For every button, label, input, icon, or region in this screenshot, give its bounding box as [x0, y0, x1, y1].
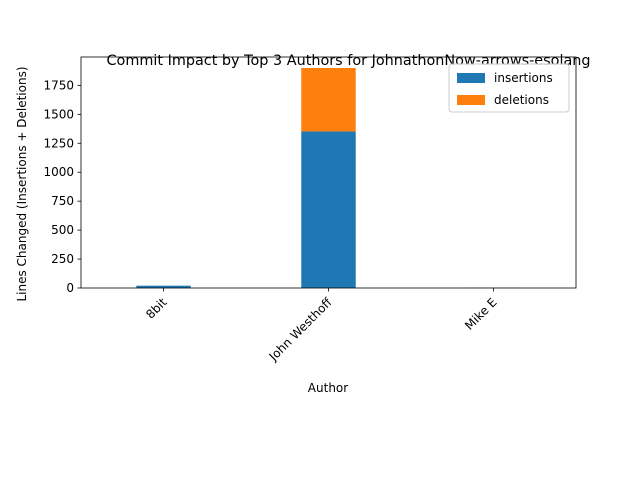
- bar-insertions-1: [301, 131, 355, 288]
- y-axis-label: Lines Changed (Insertions + Deletions): [15, 66, 29, 301]
- y-tick-label: 500: [51, 223, 74, 237]
- legend-label-insertions: insertions: [494, 71, 553, 85]
- legend-label-deletions: deletions: [494, 93, 549, 107]
- x-axis-label: Author: [308, 381, 348, 395]
- y-tick-label: 250: [51, 252, 74, 266]
- x-tick-label: 8bit: [143, 295, 170, 322]
- y-tick-label: 750: [51, 194, 74, 208]
- legend: insertions deletions: [449, 64, 569, 112]
- legend-swatch-insertions: [457, 73, 485, 83]
- y-tick-label: 1750: [43, 78, 74, 92]
- bar-deletions-1: [301, 68, 355, 131]
- legend-swatch-deletions: [457, 95, 485, 105]
- y-tick-label: 1500: [43, 107, 74, 121]
- y-tick-label: 1000: [43, 165, 74, 179]
- y-tick-label: 0: [66, 281, 74, 295]
- y-tick-label: 1250: [43, 136, 74, 150]
- x-tick-label: John Westhoff: [266, 295, 336, 365]
- x-tick-label: Mike E: [462, 295, 499, 332]
